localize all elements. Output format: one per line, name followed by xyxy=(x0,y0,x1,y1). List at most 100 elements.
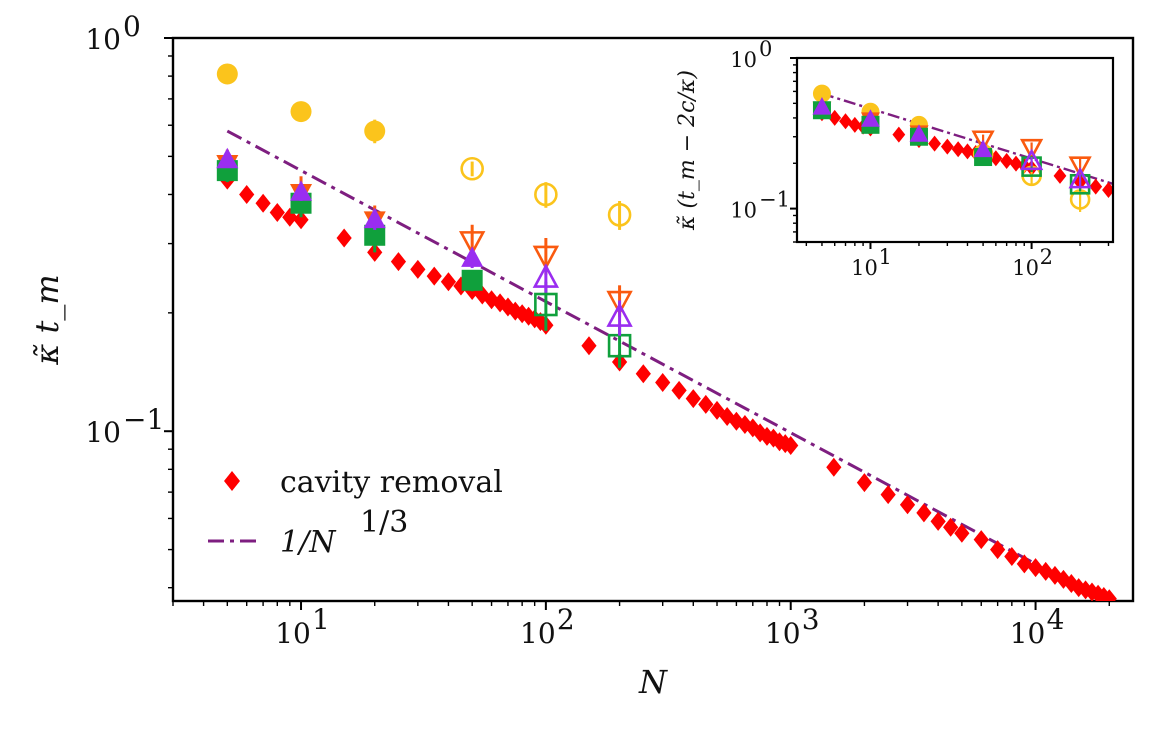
data-point xyxy=(269,202,285,222)
data-point xyxy=(861,109,880,127)
data-point xyxy=(671,380,687,400)
data-point xyxy=(928,135,941,152)
data-point xyxy=(812,97,832,115)
x-tick-exponent: 4 xyxy=(1047,603,1065,636)
y-tick-exponent: −1 xyxy=(123,403,164,436)
data-point xyxy=(581,336,597,356)
data-point xyxy=(698,394,714,414)
legend-label-cavity-removal: cavity removal xyxy=(280,465,503,500)
data-point xyxy=(1068,156,1092,179)
data-point xyxy=(410,259,426,279)
x-tick-label: 10 xyxy=(765,617,801,650)
x-tick-exponent: 1 xyxy=(312,603,330,636)
data-point xyxy=(460,156,484,181)
x-tick-exponent: 2 xyxy=(557,603,575,636)
data-point xyxy=(216,147,239,169)
data-point xyxy=(216,63,238,85)
x-tick-label: 10 xyxy=(1010,617,1046,650)
data-point xyxy=(461,269,483,291)
x-tick-exponent: 1 xyxy=(878,245,891,269)
data-point xyxy=(892,126,906,143)
data-point xyxy=(1053,167,1067,184)
data-point xyxy=(290,180,313,201)
data-point xyxy=(1000,153,1014,170)
data-point xyxy=(930,511,946,531)
data-point xyxy=(364,120,386,142)
x-tick-label: 10 xyxy=(520,617,556,650)
data-point xyxy=(363,207,386,229)
x-tick-label: 10 xyxy=(1012,256,1039,280)
data-point xyxy=(293,210,309,230)
legend-label-fit-exponent: 1/3 xyxy=(360,505,408,540)
data-point xyxy=(1027,558,1044,578)
data-point xyxy=(282,207,298,227)
data-point xyxy=(899,495,916,515)
data-point xyxy=(973,530,989,550)
data-point xyxy=(685,389,701,409)
data-point xyxy=(971,130,995,153)
data-point xyxy=(426,266,442,286)
data-point xyxy=(1089,178,1103,195)
data-point xyxy=(461,246,484,267)
inset-y-axis-label: κ̃ (t_m − 2c/κ) xyxy=(675,70,700,231)
x-tick-label: 10 xyxy=(851,256,878,280)
data-point xyxy=(520,306,537,326)
data-point xyxy=(783,435,799,455)
y-axis-label: κ̃ t_m xyxy=(28,274,66,365)
data-point xyxy=(1019,138,1044,161)
data-point xyxy=(909,124,929,142)
data-point xyxy=(607,203,632,227)
data-point xyxy=(1016,554,1032,574)
data-point xyxy=(990,540,1006,560)
data-point xyxy=(951,141,965,158)
data-point xyxy=(812,84,831,103)
y-tick-exponent: 0 xyxy=(759,37,772,61)
data-point xyxy=(364,224,386,246)
data-point xyxy=(880,485,896,505)
data-point xyxy=(635,364,651,384)
x-tick-exponent: 3 xyxy=(802,603,820,636)
y-tick-label: 10 xyxy=(85,23,121,56)
data-point xyxy=(255,193,271,213)
y-tick-exponent: 0 xyxy=(123,10,141,43)
data-point xyxy=(954,523,970,543)
data-point xyxy=(390,252,407,272)
y-tick-label: 10 xyxy=(730,199,757,223)
data-point xyxy=(1101,589,1117,601)
data-point xyxy=(440,272,457,292)
data-point xyxy=(943,517,959,537)
legend: cavity removal 1/N 1/3 xyxy=(208,465,503,560)
y-tick-label: 10 xyxy=(85,416,121,449)
data-point xyxy=(745,418,761,438)
data-point xyxy=(336,228,352,248)
data-point xyxy=(826,457,842,477)
data-point xyxy=(606,302,633,327)
data-point xyxy=(290,101,312,123)
data-point xyxy=(973,139,993,158)
data-point xyxy=(737,415,753,435)
data-point xyxy=(839,113,852,130)
data-point xyxy=(961,143,974,160)
x-tick-label: 10 xyxy=(275,617,311,650)
data-point xyxy=(1068,166,1092,189)
data-point xyxy=(1055,569,1072,589)
data-point xyxy=(916,503,932,523)
data-point xyxy=(1019,148,1044,171)
data-point xyxy=(534,292,558,317)
data-point xyxy=(709,400,725,420)
data-point xyxy=(532,263,560,288)
data-point xyxy=(606,290,633,316)
data-point xyxy=(534,182,558,207)
data-point xyxy=(239,184,255,204)
legend-label-fit: 1/N xyxy=(280,525,337,560)
data-point xyxy=(765,428,782,448)
data-point xyxy=(1102,181,1113,198)
y-tick-exponent: −1 xyxy=(759,188,790,212)
axes-frame xyxy=(171,36,1135,603)
data-point xyxy=(532,245,560,271)
inset-frame xyxy=(795,56,1115,244)
